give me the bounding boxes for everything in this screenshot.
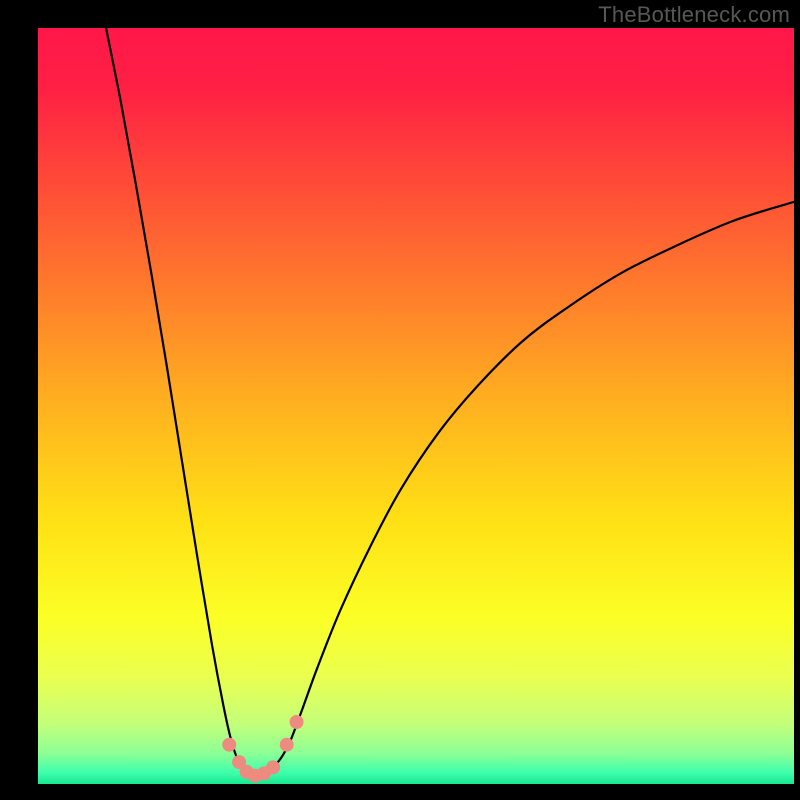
marker-dot xyxy=(223,738,236,751)
watermark-text: TheBottleneck.com xyxy=(598,2,790,28)
marker-dot xyxy=(290,716,303,729)
marker-dot xyxy=(280,738,293,751)
plot-area xyxy=(38,28,794,784)
chart-svg xyxy=(38,28,794,784)
marker-dot xyxy=(267,761,280,774)
stage: TheBottleneck.com xyxy=(0,0,800,800)
plot-frame xyxy=(38,28,794,784)
chart-background xyxy=(38,28,794,784)
